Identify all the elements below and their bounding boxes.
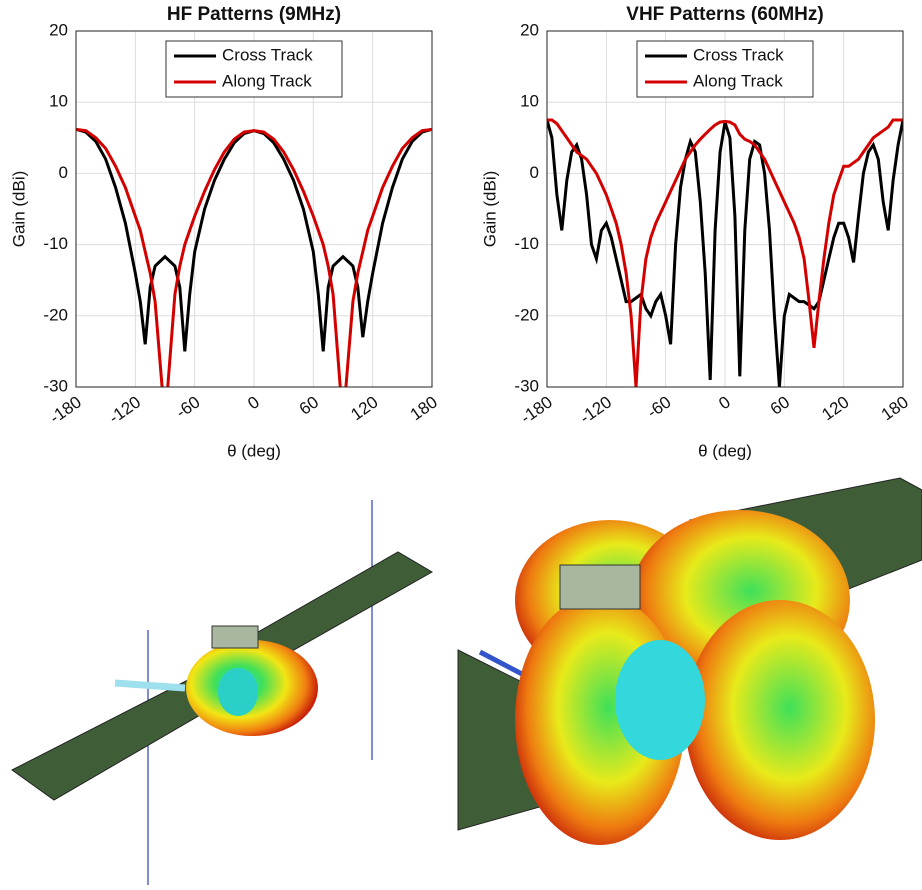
y-axis-label: Gain (dBi) (480, 171, 499, 248)
x-axis-label: θ (deg) (698, 441, 752, 460)
x-tick-label: 0 (715, 392, 734, 413)
y-tick-label: -20 (43, 305, 68, 324)
y-tick-label: -30 (514, 376, 539, 395)
x-tick-label: 60 (296, 392, 322, 418)
x-tick-label: -180 (517, 392, 556, 427)
x-tick-label: 60 (767, 392, 793, 418)
y-tick-label: 0 (59, 163, 68, 182)
x-axis-label: θ (deg) (227, 441, 281, 460)
x-tick-label: 180 (878, 392, 912, 424)
legend-label: Along Track (693, 71, 783, 90)
chart: -30 -20 -10 0 10 20 -180 -120 -60 0 60 120 180 HF Pat… (9, 4, 440, 460)
legend-label: Cross Track (222, 45, 313, 64)
plot-frame (75, 30, 433, 388)
chart-title: VHF Patterns (60MHz) (626, 4, 823, 25)
plot-frame (546, 30, 904, 388)
x-tick-label: -120 (105, 392, 144, 427)
x-tick-label: -60 (644, 392, 675, 422)
y-tick-label: -10 (43, 234, 68, 253)
x-tick-label: 180 (407, 392, 441, 424)
legend-box (636, 40, 814, 98)
chart: -30 -20 -10 0 10 20 -180 -120 -60 0 60 120 180 VHF Pa… (480, 4, 911, 460)
x-tick-label: 120 (347, 392, 381, 424)
y-tick-label: 20 (520, 20, 539, 39)
x-tick-label: 0 (244, 392, 263, 413)
x-tick-label: -60 (173, 392, 204, 422)
series-line (547, 118, 903, 387)
satellite-render-large (457, 477, 922, 845)
x-tick-label: -120 (576, 392, 615, 427)
y-tick-label: -20 (514, 305, 539, 324)
legend-label: Cross Track (693, 45, 784, 64)
x-tick-label: -180 (46, 392, 85, 427)
y-tick-label: -30 (43, 376, 68, 395)
legend-box (165, 40, 343, 98)
series-line (76, 127, 432, 387)
x-tick-label: 120 (818, 392, 852, 424)
y-tick-label: -10 (514, 234, 539, 253)
chart-title: HF Patterns (9MHz) (167, 4, 341, 25)
satellite-render-small (11, 500, 434, 885)
y-axis-label: Gain (dBi) (9, 171, 28, 248)
y-tick-label: 0 (530, 163, 539, 182)
y-tick-label: 10 (520, 92, 539, 111)
legend-label: Along Track (222, 71, 312, 90)
y-tick-label: 10 (49, 92, 68, 111)
y-tick-label: 20 (49, 20, 68, 39)
